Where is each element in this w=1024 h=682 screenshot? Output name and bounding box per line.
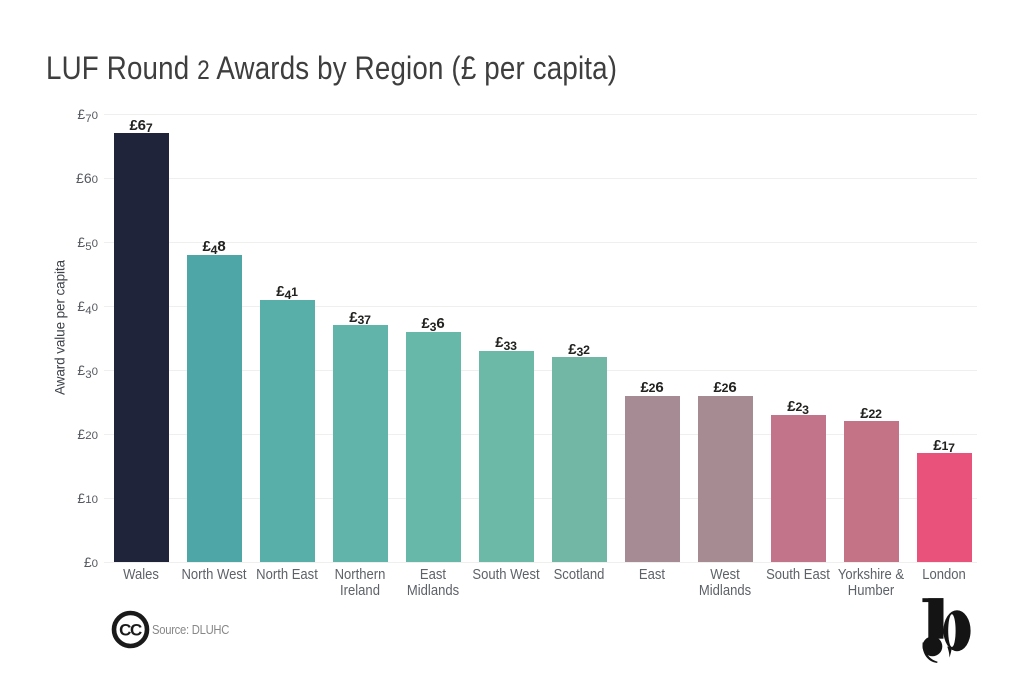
svg-text:CC: CC [119, 620, 142, 639]
